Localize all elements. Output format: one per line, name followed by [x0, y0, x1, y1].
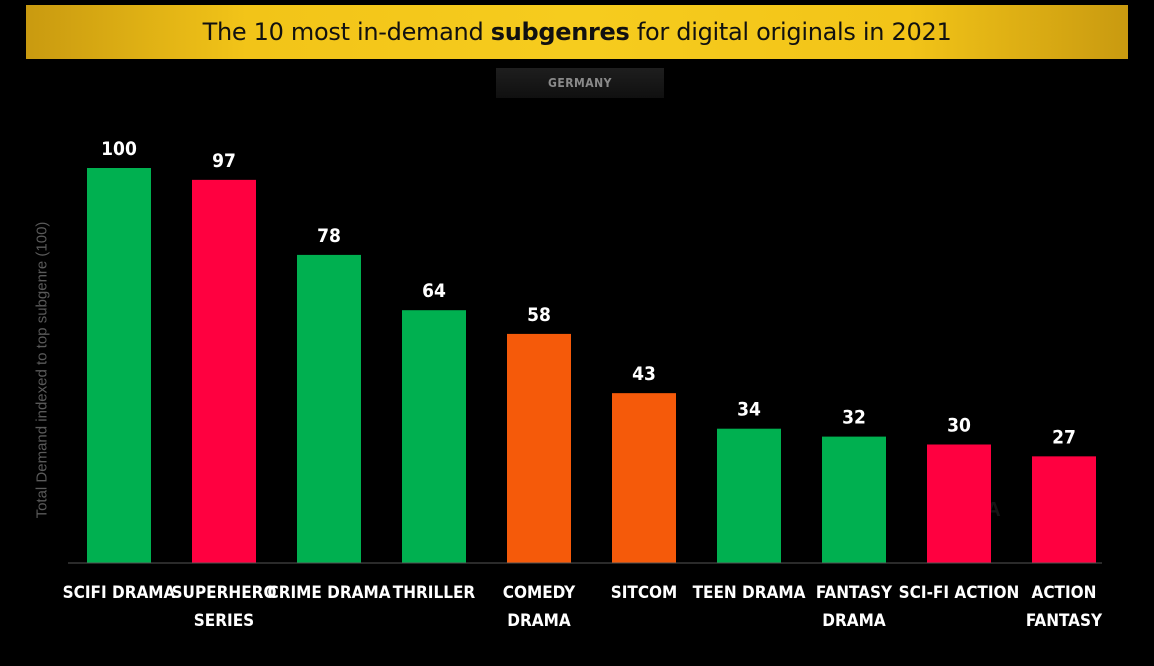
chart-title-before: The 10 most in-demand	[202, 18, 491, 46]
bar	[402, 310, 466, 563]
chart-title-after: for digital originals in 2021	[629, 18, 952, 46]
category-label: FANTASY	[1026, 611, 1103, 631]
category-label: ACTION	[1032, 583, 1097, 603]
bar	[87, 168, 151, 563]
category-label: FANTASY	[816, 583, 893, 603]
category-label: DRAMA	[822, 611, 886, 631]
chart-title-bold: subgenres	[490, 18, 630, 46]
data-label: 100	[101, 138, 137, 160]
bar	[192, 179, 256, 563]
bar	[822, 436, 886, 563]
data-label: 64	[422, 280, 446, 302]
bar	[1032, 456, 1096, 563]
category-label: TEEN DRAMA	[693, 583, 806, 603]
category-label: SITCOM	[611, 583, 678, 603]
data-label: 30	[947, 415, 971, 437]
category-label: SUPERHERO	[172, 583, 277, 603]
bar	[927, 444, 991, 563]
bar	[297, 254, 361, 563]
data-label: 43	[632, 363, 656, 385]
data-label: 32	[842, 407, 866, 429]
category-label: SCI-FI ACTION	[899, 583, 1020, 603]
chart-title: The 10 most in-demand subgenres for digi…	[203, 18, 952, 46]
data-label: 97	[212, 150, 236, 172]
bar	[717, 428, 781, 563]
category-label: SCIFI DRAMA	[63, 583, 176, 603]
category-label: COMEDY	[503, 583, 576, 603]
bar	[507, 333, 571, 563]
data-label: 78	[317, 225, 341, 247]
category-label: CRIME DRAMA	[267, 583, 390, 603]
category-label: DRAMA	[507, 611, 571, 631]
data-label: 58	[527, 304, 551, 326]
region-label: GERMANY	[496, 68, 664, 98]
category-label: THRILLER	[393, 583, 476, 603]
category-label: SERIES	[194, 611, 254, 631]
data-label: 27	[1052, 426, 1076, 448]
data-label: 34	[737, 399, 761, 421]
title-banner: The 10 most in-demand subgenres for digi…	[26, 5, 1128, 59]
bar	[612, 393, 676, 563]
